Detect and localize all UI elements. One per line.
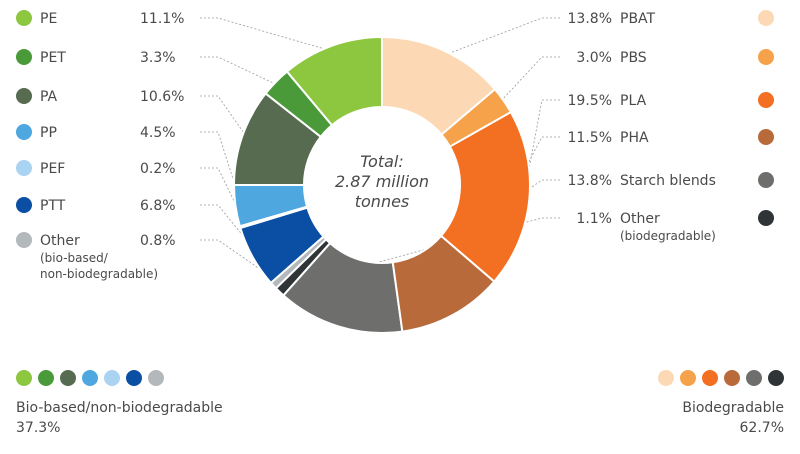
legend-label: PTT xyxy=(40,198,66,214)
legend-left: PE 11.1% PET 3.3% PA 10.6% PP 4.5% PEF 0.2% PTT 6.8… xyxy=(16,10,184,281)
legend-right: 13.8% PBAT 3.0% PBS 19.5% PLA 11.5% PHA 13.8% Sta… xyxy=(568,10,774,243)
leader-line xyxy=(200,17,334,52)
legend-swatch xyxy=(16,124,32,140)
legend-swatch xyxy=(758,49,774,65)
legend-label: PE xyxy=(40,11,57,27)
center-label-line: 2.87 million xyxy=(335,172,429,191)
legend-label: Other xyxy=(40,233,80,249)
legend-swatch xyxy=(758,10,774,26)
group-dots-biodegradable xyxy=(658,370,784,386)
group-biodegradable-percent: 62.7% xyxy=(739,420,784,436)
legend-label: PP xyxy=(40,125,57,141)
group-dot xyxy=(82,370,98,386)
data-label: 3.3% xyxy=(140,50,176,66)
legend-swatch xyxy=(16,197,32,213)
legend-sublabel: (bio-based/ xyxy=(40,251,109,265)
group-biodegradable: Biodegradable 62.7% xyxy=(682,398,784,438)
center-label-line: Total: xyxy=(360,152,404,171)
legend-swatch xyxy=(758,129,774,145)
data-label: 0.8% xyxy=(140,233,176,249)
group-dot xyxy=(658,370,674,386)
data-label: 19.5% xyxy=(568,93,612,109)
legend-swatch xyxy=(16,88,32,104)
data-label: 1.1% xyxy=(576,211,612,227)
group-dot xyxy=(16,370,32,386)
leader-line xyxy=(200,95,249,139)
group-dot xyxy=(746,370,762,386)
group-dot xyxy=(126,370,142,386)
data-label: 10.6% xyxy=(140,89,184,105)
legend-label: PA xyxy=(40,89,58,105)
slice-pbat xyxy=(381,35,497,136)
group-dot xyxy=(680,370,696,386)
group-bio-based-percent: 37.3% xyxy=(16,420,61,436)
legend-swatch xyxy=(16,49,32,65)
leader-line xyxy=(498,56,560,104)
leader-line xyxy=(200,239,279,282)
group-dot xyxy=(724,370,740,386)
center-label-line: tonnes xyxy=(355,192,410,211)
donut-slices xyxy=(232,35,531,334)
group-bio-based: Bio-based/non-biodegradable 37.3% xyxy=(16,398,223,438)
group-dot xyxy=(60,370,76,386)
group-dot xyxy=(768,370,784,386)
legend-label: PBAT xyxy=(620,11,656,27)
legend-label: PLA xyxy=(620,93,647,109)
legend-sublabel: non-biodegradable) xyxy=(40,267,158,281)
data-label: 11.5% xyxy=(568,130,612,146)
slice-pla xyxy=(439,110,531,283)
legend-label: Other xyxy=(620,211,660,227)
legend-swatch xyxy=(16,10,32,26)
group-biodegradable-label: Biodegradable xyxy=(682,400,784,416)
legend-sublabel: (biodegradable) xyxy=(620,229,716,243)
group-dot xyxy=(148,370,164,386)
legend-swatch xyxy=(758,172,774,188)
data-label: 4.5% xyxy=(140,125,176,141)
data-label: 11.1% xyxy=(140,11,184,27)
group-bio-based-label: Bio-based/non-biodegradable xyxy=(16,400,223,416)
leader-line xyxy=(200,56,281,87)
legend-swatch xyxy=(758,210,774,226)
data-label: 13.8% xyxy=(568,11,612,27)
legend-label: PBS xyxy=(620,50,647,66)
group-dot xyxy=(38,370,54,386)
legend-label: Starch blends xyxy=(620,173,716,189)
legend-swatch xyxy=(16,160,32,176)
data-label: 0.2% xyxy=(140,161,176,177)
data-label: 13.8% xyxy=(568,173,612,189)
group-dots-bio-based xyxy=(16,370,164,386)
leader-line xyxy=(441,17,560,57)
legend-label: PHA xyxy=(620,130,649,146)
group-dot xyxy=(104,370,120,386)
legend-label: PET xyxy=(40,50,66,66)
data-label: 6.8% xyxy=(140,198,176,214)
data-label: 3.0% xyxy=(576,50,612,66)
legend-swatch xyxy=(758,92,774,108)
legend-swatch xyxy=(16,232,32,248)
group-dot xyxy=(702,370,718,386)
legend-label: PEF xyxy=(40,161,65,177)
